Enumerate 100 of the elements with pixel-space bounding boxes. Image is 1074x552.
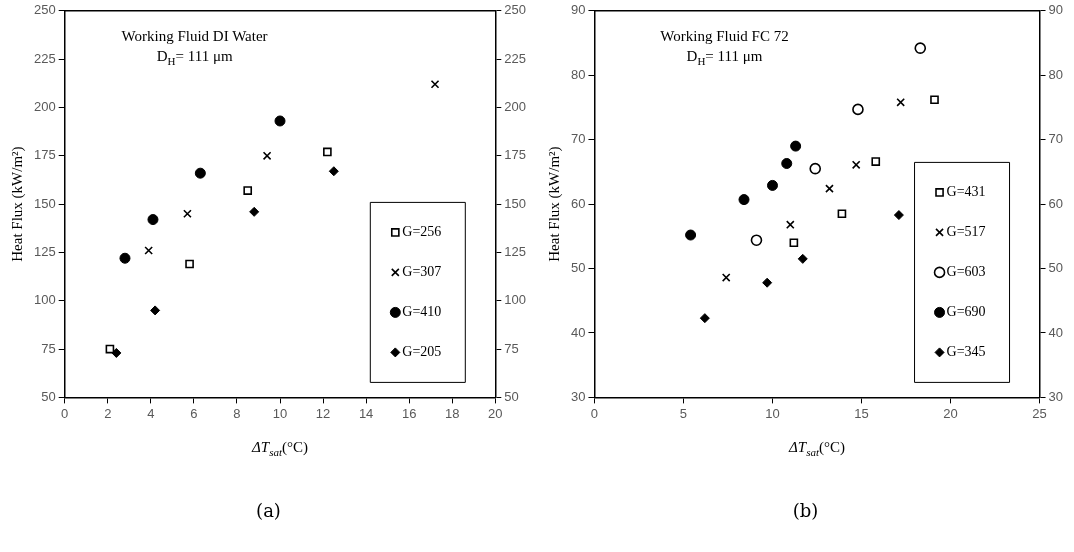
y2-tick-label: 40 [1048, 324, 1064, 340]
text: (a) [255, 500, 282, 521]
y-tick-label: 175 [33, 147, 56, 163]
point [797, 253, 808, 264]
legend-label: G=205 [402, 344, 442, 360]
y-tick-label: 250 [33, 2, 56, 18]
point [111, 347, 122, 358]
point [194, 167, 206, 179]
point [766, 179, 778, 191]
point [785, 220, 795, 230]
point [896, 97, 906, 107]
y2-tick-label: 250 [504, 2, 527, 18]
x-tick-label: 16 [401, 405, 417, 421]
y2-tick-label: 60 [1048, 195, 1064, 211]
y-tick-label: 40 [570, 324, 586, 340]
y-axis-title: Heat Flux (kW/m²) [545, 146, 563, 262]
y2-tick-label: 30 [1048, 388, 1064, 404]
y-tick-label: 150 [33, 195, 56, 211]
point [750, 234, 763, 246]
y-tick-label: 50 [41, 388, 56, 404]
y2-tick-label: 175 [504, 147, 527, 163]
point [274, 115, 286, 127]
x-tick-label: 12 [315, 405, 331, 421]
y2-tick-label: 150 [504, 195, 527, 211]
x-tick-label: 25 [1032, 405, 1047, 421]
x-tick-label: 15 [854, 405, 869, 421]
y-tick-label: 90 [570, 2, 586, 18]
point [871, 157, 881, 166]
legend-label: G=690 [946, 304, 986, 320]
point [243, 186, 253, 195]
legend-label: G=256 [402, 224, 442, 240]
x-tick-label: 10 [765, 405, 780, 421]
legend-label: G=307 [402, 264, 442, 280]
point [328, 166, 339, 177]
x-tick-label: 5 [679, 405, 688, 421]
point [837, 209, 847, 219]
point [781, 158, 793, 170]
y2-tick-label: 200 [504, 99, 527, 115]
legend-label: G=603 [946, 264, 986, 280]
point [150, 305, 161, 316]
annotation: Working Fluid DI Water [121, 27, 268, 44]
y-tick-label: 50 [570, 260, 586, 276]
y-tick-label: 75 [41, 340, 56, 356]
y2-tick-label: 125 [504, 244, 527, 259]
x-tick-label: 14 [358, 405, 374, 421]
point [262, 151, 272, 161]
y-tick-label: 200 [33, 99, 56, 115]
x-tick-label: 18 [445, 405, 460, 421]
y-tick-label: 225 [33, 50, 56, 66]
point [185, 259, 194, 269]
y-tick-label: 60 [570, 195, 586, 211]
y2-tick-label: 75 [504, 340, 519, 356]
x-tick-label: 20 [488, 405, 503, 421]
point [721, 273, 731, 282]
x-tick-label: 20 [943, 405, 958, 421]
y2-tick-label: 50 [504, 388, 519, 404]
y2-tick-label: 100 [504, 292, 527, 308]
point [738, 194, 750, 206]
y-tick-label: 70 [570, 131, 586, 147]
legend-label: G=517 [946, 224, 986, 240]
point [183, 209, 192, 219]
x-tick-label: 8 [233, 405, 241, 421]
y2-tick-label: 70 [1048, 131, 1064, 147]
point [699, 313, 710, 324]
point [430, 79, 440, 89]
y-tick-label: 100 [33, 292, 56, 308]
point [762, 277, 773, 288]
x-tick-label: 2 [104, 405, 112, 421]
point [809, 162, 822, 175]
y2-tick-label: 90 [1048, 2, 1064, 18]
annotation: Working Fluid FC 72 [660, 27, 789, 44]
x-tick-label: 4 [147, 405, 155, 421]
legend-label: G=345 [946, 344, 986, 360]
y-tick-label: 80 [570, 66, 586, 82]
point [147, 214, 159, 226]
y-tick-label: 125 [33, 244, 56, 259]
y2-tick-label: 225 [504, 50, 527, 66]
point [144, 246, 153, 255]
y-axis-title: Heat Flux (kW/m²) [8, 146, 26, 262]
y2-tick-label: 50 [1048, 260, 1064, 276]
point [825, 184, 834, 193]
x-tick-label: 0 [61, 405, 69, 421]
point [790, 140, 802, 152]
point [249, 206, 260, 217]
legend-label: G=431 [946, 184, 986, 200]
point [119, 252, 131, 264]
point [789, 238, 799, 248]
point [914, 42, 927, 54]
point [685, 229, 697, 241]
x-tick-label: 0 [590, 405, 599, 421]
point [323, 147, 332, 157]
y-tick-label: 30 [570, 388, 586, 404]
point [930, 95, 939, 105]
y2-tick-label: 80 [1048, 66, 1064, 82]
point [852, 103, 864, 116]
point [851, 160, 861, 170]
x-tick-label: 10 [272, 405, 288, 421]
text: (b) [791, 500, 820, 521]
x-tick-label: 6 [190, 405, 198, 421]
legend-label: G=410 [402, 304, 442, 320]
